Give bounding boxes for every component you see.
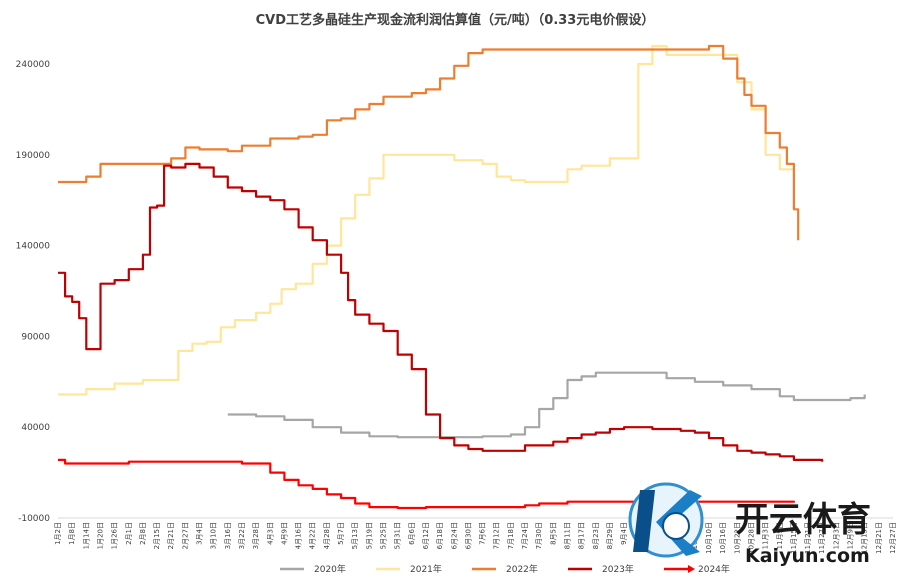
y-tick-label: 90000 bbox=[21, 332, 50, 342]
x-tick-label: 1月20日 bbox=[96, 522, 104, 549]
x-tick-label: 5月7日 bbox=[337, 522, 345, 545]
x-tick-label: 12月27日 bbox=[889, 522, 897, 554]
watermark-sub: Kaiyun.com bbox=[745, 545, 870, 567]
x-tick-label: 7月30日 bbox=[535, 522, 543, 549]
x-tick-label: 8月17日 bbox=[578, 522, 586, 549]
x-tick-label: 1月14日 bbox=[82, 522, 90, 549]
x-tick-label: 4月16日 bbox=[295, 522, 303, 549]
x-tick-label: 12月15日 bbox=[861, 522, 869, 554]
legend-label-3: 2022年 bbox=[506, 563, 538, 575]
series-line-2 bbox=[58, 44, 795, 396]
x-tick-label: 12月9日 bbox=[847, 522, 855, 549]
x-tick-label: 10月16日 bbox=[719, 522, 727, 554]
x-tick-label: 3月28日 bbox=[252, 522, 260, 549]
watermark-main: 开云体育 bbox=[735, 500, 871, 540]
x-tick-label: 5月31日 bbox=[394, 522, 402, 549]
x-tick-label: 11月21日 bbox=[804, 522, 812, 554]
y-axis: -10000 40000 90000 140000 190000 240000 bbox=[16, 60, 51, 524]
chart-title: CVD工艺多晶硅生产现金流利润估算值（元/吨）（0.33元电价假设） bbox=[256, 12, 655, 28]
x-tick-label: 8月11日 bbox=[563, 522, 571, 549]
x-tick-label: 2月21日 bbox=[167, 522, 175, 549]
legend-label-1: 2020年 bbox=[314, 563, 346, 575]
y-tick-label: -10000 bbox=[18, 514, 50, 524]
legend-label-5: 2024年 bbox=[698, 563, 730, 575]
x-tick-label: 4月9日 bbox=[280, 522, 288, 545]
x-tick-label: 6月24日 bbox=[450, 522, 458, 549]
series-line-4 bbox=[58, 162, 824, 462]
series-line-3 bbox=[58, 44, 800, 241]
y-tick-label: 140000 bbox=[16, 242, 51, 252]
x-tick-label: 2月1日 bbox=[125, 522, 133, 545]
x-tick-label: 9月4日 bbox=[620, 522, 628, 545]
x-tick-label: 6月30日 bbox=[464, 522, 472, 549]
x-tick-label: 6月18日 bbox=[436, 522, 444, 549]
x-tick-label: 12月3日 bbox=[832, 522, 840, 549]
x-tick-label: 2月27日 bbox=[181, 522, 189, 549]
x-axis: 1月2日 1月8日 1月14日 1月20日 1月26日 2月1日 2月8日 2月15日 2月21… bbox=[54, 517, 897, 554]
x-tick-label: 5月25日 bbox=[380, 522, 388, 549]
x-tick-label: 3月22日 bbox=[238, 522, 246, 549]
x-tick-label: 7月18日 bbox=[507, 522, 515, 549]
x-tick-label: 8月5日 bbox=[549, 522, 557, 545]
x-tick-label: 11月15日 bbox=[790, 522, 798, 554]
x-tick-label: 7月24日 bbox=[521, 522, 529, 549]
y-tick-label: 240000 bbox=[16, 60, 51, 70]
x-tick-label: 4月3日 bbox=[266, 522, 274, 545]
x-tick-label: 2月15日 bbox=[153, 522, 161, 549]
watermark: 开云体育 Kaiyun.com bbox=[628, 482, 871, 567]
x-tick-label: 11月27日 bbox=[818, 522, 826, 554]
x-tick-label: 1月2日 bbox=[54, 522, 62, 545]
x-tick-label: 6月6日 bbox=[408, 522, 416, 545]
x-tick-label: 10月10日 bbox=[705, 522, 713, 554]
x-tick-label: 1月26日 bbox=[111, 522, 119, 549]
legend-label-2: 2021年 bbox=[410, 563, 442, 575]
x-tick-label: 11月9日 bbox=[776, 522, 784, 549]
x-tick-label: 7月6日 bbox=[479, 522, 487, 545]
x-tick-label: 4月22日 bbox=[309, 522, 317, 549]
x-tick-label: 10月28日 bbox=[747, 522, 755, 554]
x-tick-label: 4月28日 bbox=[323, 522, 331, 549]
x-tick-label: 8月29日 bbox=[606, 522, 614, 549]
series-group bbox=[58, 44, 866, 510]
x-tick-label: 11月3日 bbox=[762, 522, 770, 549]
series-line-1 bbox=[227, 371, 866, 439]
x-tick-label: 8月23日 bbox=[592, 522, 600, 549]
x-tick-label: 5月13日 bbox=[351, 522, 359, 549]
x-tick-label: 1月8日 bbox=[68, 522, 76, 545]
x-tick-label: 3月16日 bbox=[224, 522, 232, 549]
x-tick-label: 10月22日 bbox=[733, 522, 741, 554]
watermark-logo-icon bbox=[628, 482, 704, 558]
series-line-5 bbox=[58, 458, 795, 510]
y-tick-label: 190000 bbox=[16, 151, 51, 161]
legend-label-4: 2023年 bbox=[602, 563, 634, 575]
x-tick-label: 3月10日 bbox=[210, 522, 218, 549]
x-tick-label: 7月12日 bbox=[493, 522, 501, 549]
x-tick-label: 2月8日 bbox=[139, 522, 147, 545]
legend-arrow-icon bbox=[688, 565, 695, 573]
legend: 2020年 2021年 2022年 2023年 2024年 bbox=[280, 563, 730, 575]
x-tick-label: 12月21日 bbox=[875, 522, 883, 554]
y-tick-label: 40000 bbox=[21, 423, 50, 433]
x-tick-label: 3月4日 bbox=[196, 522, 204, 545]
x-tick-label: 6月12日 bbox=[422, 522, 430, 549]
x-tick-label: 5月19日 bbox=[365, 522, 373, 549]
